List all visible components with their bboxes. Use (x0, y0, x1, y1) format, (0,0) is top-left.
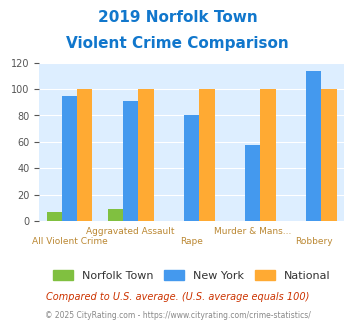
Bar (108, 209, 123, 221)
Text: Murder & Mans...: Murder & Mans... (214, 227, 291, 236)
Bar (306, 71, 322, 221)
Bar (200, 89, 214, 221)
Text: Compared to U.S. average. (U.S. average equals 100): Compared to U.S. average. (U.S. average … (46, 292, 309, 302)
Bar (245, 145, 261, 221)
Bar (62, 96, 77, 221)
Text: Rape: Rape (180, 237, 203, 246)
Bar (261, 89, 275, 221)
Text: Robbery: Robbery (295, 237, 333, 246)
Text: Aggravated Assault: Aggravated Assault (86, 227, 175, 236)
Text: 2019 Norfolk Town: 2019 Norfolk Town (98, 10, 257, 25)
Legend: Norfolk Town, New York, National: Norfolk Town, New York, National (48, 265, 335, 285)
Bar (47, 212, 62, 221)
Bar (322, 89, 337, 221)
Bar (184, 115, 200, 221)
Bar (138, 89, 153, 221)
Text: All Violent Crime: All Violent Crime (32, 237, 108, 246)
Text: Violent Crime Comparison: Violent Crime Comparison (66, 36, 289, 51)
Bar (77, 89, 92, 221)
Text: © 2025 CityRating.com - https://www.cityrating.com/crime-statistics/: © 2025 CityRating.com - https://www.city… (45, 311, 310, 320)
Bar (123, 101, 138, 221)
